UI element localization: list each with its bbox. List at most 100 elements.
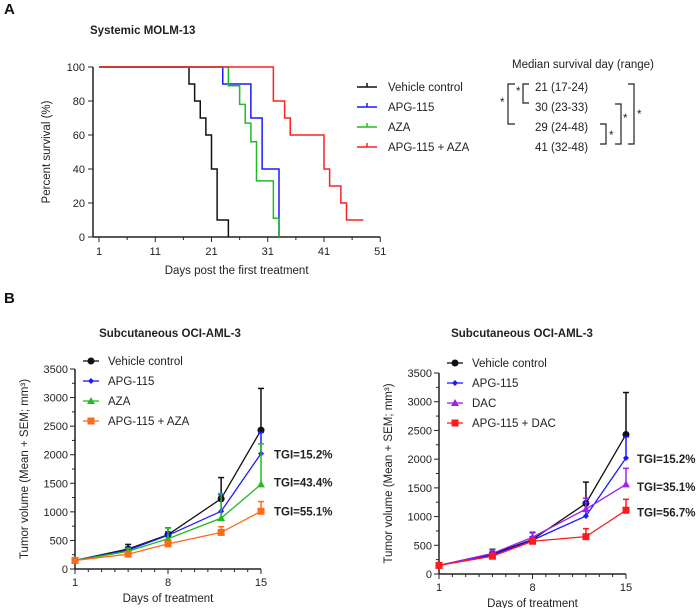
legend-label: APG-115 <box>472 378 518 390</box>
x-tick-label: 1 <box>436 582 442 594</box>
median-value: 29 (24-48) <box>535 122 588 134</box>
x-tick-label: 51 <box>374 246 386 258</box>
legend-label: APG-115 + DAC <box>472 418 556 430</box>
y-tick-label: 3500 <box>408 368 432 380</box>
chart-title: Subcutaneous OCI-AML-3 <box>451 328 593 340</box>
y-tick-label: 2500 <box>408 425 432 437</box>
median-value: 41 (32-48) <box>535 142 588 154</box>
y-tick-label: 3000 <box>44 393 68 405</box>
panel-label-a: A <box>4 1 15 18</box>
panel-label-b: B <box>4 290 15 307</box>
data-point <box>581 505 590 513</box>
data-point <box>582 533 590 541</box>
x-tick-label: 31 <box>262 246 274 258</box>
significance-star: * <box>516 86 521 98</box>
y-tick-label: 20 <box>73 198 85 210</box>
y-axis-label: Tumor volume (Mean + SEM; mm³) <box>19 379 31 559</box>
legend-label: APG-115 <box>108 376 154 388</box>
legend-label: Vehicle control <box>472 358 547 370</box>
survival-curve-0 <box>99 66 230 237</box>
tgi-annotation: TGI=15.2% <box>637 454 696 466</box>
chart-title: Subcutaneous OCI-AML-3 <box>99 328 241 340</box>
tumor-volume-chart-aza: Subcutaneous OCI-AML-3 0 500 1000 1500 2000 25… <box>19 328 333 605</box>
x-axis-label: Days post the first treatment <box>165 265 310 277</box>
y-axis-label: Tumor volume (Mean + SEM; mm³) <box>383 383 395 563</box>
y-tick-label: 2000 <box>408 454 432 466</box>
legend-marker <box>452 380 458 386</box>
legend-label: Vehicle control <box>388 82 463 94</box>
data-point <box>124 550 132 558</box>
legend-marker <box>451 399 459 406</box>
data-point <box>257 507 265 515</box>
data-point <box>164 534 172 542</box>
x-tick-label: 1 <box>96 246 102 258</box>
y-tick-label: 1000 <box>408 512 432 524</box>
tgi-annotation: TGI=56.7% <box>637 507 696 519</box>
legend-marker <box>87 397 95 404</box>
data-point <box>257 480 265 488</box>
legend-label: Vehicle control <box>108 356 183 368</box>
survival-curve-3 <box>99 66 364 221</box>
median-value: 21 (17-24) <box>535 82 588 94</box>
x-tick-label: 15 <box>255 577 267 589</box>
x-tick-label: 8 <box>165 577 171 589</box>
data-point <box>217 528 225 536</box>
y-tick-label: 1500 <box>408 483 432 495</box>
legend-marker <box>451 359 459 367</box>
legend-label: APG-115 + AZA <box>388 142 470 154</box>
bracket-1-4 <box>628 83 635 145</box>
y-axis-label: Percent survival (%) <box>41 100 53 203</box>
series-line-1 <box>438 457 627 567</box>
y-tick-label: 2000 <box>44 450 68 462</box>
data-point <box>529 537 536 545</box>
y-tick-label: 2500 <box>44 421 68 433</box>
x-axis-label: Days of treatment <box>123 593 215 605</box>
y-tick-label: 1500 <box>44 478 68 490</box>
legend-marker <box>88 378 94 384</box>
significance-star: * <box>609 130 614 142</box>
data-point <box>71 556 79 564</box>
tgi-annotation: TGI=55.1% <box>274 507 333 519</box>
y-tick-label: 0 <box>62 564 68 576</box>
data-point <box>622 506 630 514</box>
y-tick-label: 500 <box>50 535 68 547</box>
y-tick-label: 100 <box>67 62 85 74</box>
survival-curve-2 <box>99 66 280 237</box>
y-tick-label: 500 <box>414 540 432 552</box>
y-tick-label: 60 <box>73 130 85 142</box>
series-line-0 <box>438 434 627 567</box>
x-tick-label: 8 <box>529 582 535 594</box>
chart-title: Systemic MOLM-13 <box>90 25 195 37</box>
tumor-volume-chart-dac: Subcutaneous OCI-AML-3 0 500 1000 1500 2000 25… <box>383 328 696 608</box>
x-tick-label: 11 <box>150 246 161 258</box>
legend-label: APG-115 + AZA <box>108 416 190 428</box>
legend-label: DAC <box>472 398 496 410</box>
series-line-2 <box>438 483 627 567</box>
legend-marker <box>87 357 95 365</box>
survival-curve-1 <box>99 66 280 237</box>
bracket-2-4 <box>615 103 622 145</box>
legend-label: AZA <box>108 396 131 408</box>
data-point <box>164 540 172 548</box>
data-point <box>622 480 630 488</box>
y-tick-label: 80 <box>73 96 85 108</box>
bracket-1-2 <box>522 83 529 104</box>
data-point <box>488 552 496 560</box>
data-point <box>217 514 226 522</box>
data-point <box>435 561 443 569</box>
y-tick-label: 0 <box>79 232 85 244</box>
median-value: 30 (23-33) <box>535 102 588 114</box>
legend-marker <box>87 417 95 425</box>
legend-label: APG-115 <box>388 102 434 114</box>
significance-star: * <box>637 109 642 121</box>
legend-label: AZA <box>388 122 411 134</box>
x-tick-label: 41 <box>318 246 330 258</box>
x-tick-label: 15 <box>620 582 632 594</box>
bracket-3-4 <box>600 123 607 145</box>
significance-star: * <box>623 113 628 125</box>
tgi-annotation: TGI=15.2% <box>274 450 333 462</box>
data-point <box>623 454 629 461</box>
y-tick-label: 3000 <box>408 397 432 409</box>
